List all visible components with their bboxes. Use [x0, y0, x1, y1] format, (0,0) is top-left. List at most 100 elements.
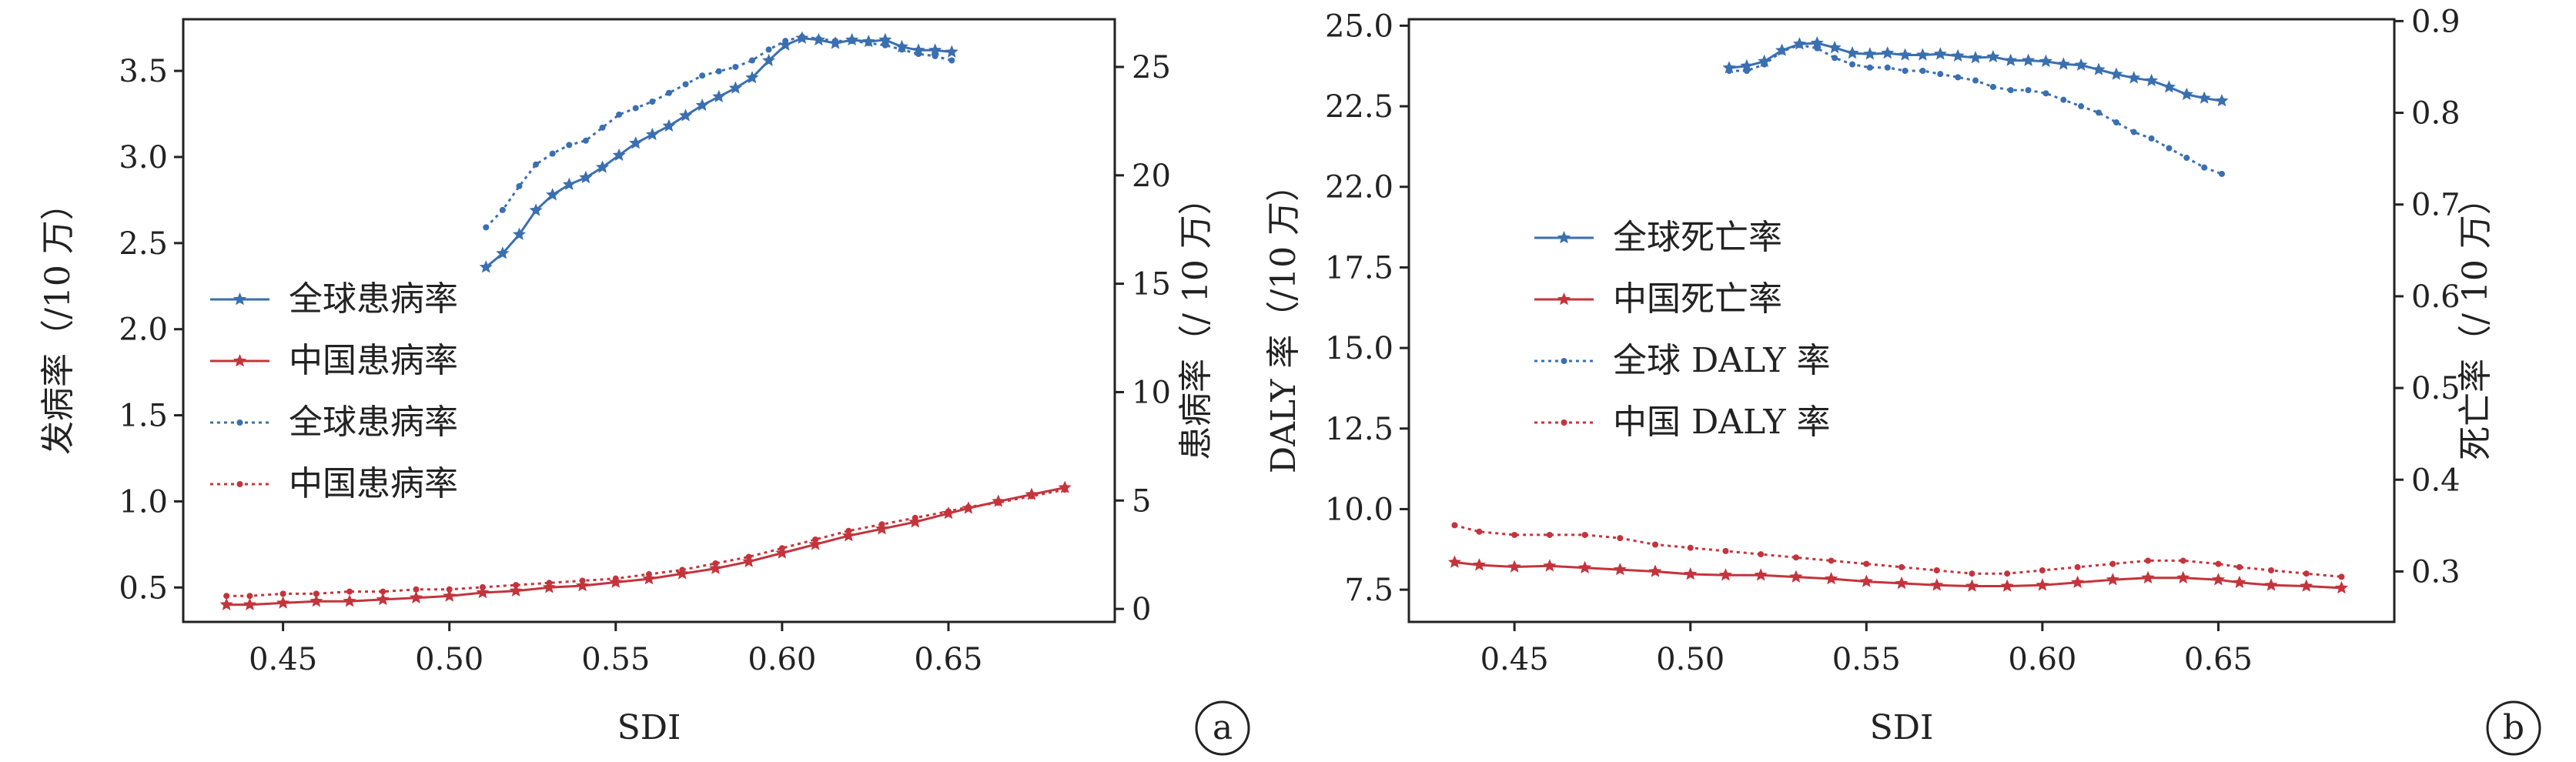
data-point [1899, 48, 1912, 61]
y-left-tick-label: 22.5 [1325, 89, 1393, 125]
series-b-0 [1722, 36, 2229, 107]
data-point [1507, 560, 1521, 573]
data-point [2334, 580, 2348, 594]
data-point [1989, 83, 1996, 90]
data-point [808, 537, 822, 550]
data-point [875, 522, 889, 535]
legend-label: 中国死亡率 [1613, 279, 1782, 319]
data-point [499, 206, 506, 213]
y-left-tick-label: 15.0 [1325, 331, 1393, 366]
data-point [2106, 573, 2119, 586]
data-point [1743, 67, 1750, 74]
data-point [380, 588, 386, 595]
y-left-tick-label: 3.5 [119, 54, 168, 89]
data-point [908, 515, 922, 528]
data-point [778, 38, 792, 51]
data-point [2036, 578, 2049, 591]
series-a-2 [483, 33, 955, 231]
data-point [2109, 67, 2123, 80]
data-point [2004, 570, 2011, 577]
data-point [2300, 579, 2313, 592]
y-right-tick-label: 10 [1132, 375, 1171, 410]
data-point [742, 554, 756, 567]
x-tick-label: 0.50 [415, 642, 483, 677]
y-right-tick-label: 15 [1132, 267, 1171, 302]
data-point [1578, 560, 1592, 573]
data-point [1722, 547, 1729, 554]
data-point [2197, 91, 2211, 104]
data-point [2303, 570, 2310, 577]
series-b-2 [1726, 42, 2225, 177]
data-point [865, 39, 872, 46]
legend-label: 中国患病率 [289, 464, 458, 503]
y-left-tick-label: 7.5 [1344, 573, 1393, 608]
data-point [2056, 57, 2070, 70]
data-point [1789, 570, 1803, 583]
y-left-tick-label: 2.0 [119, 312, 168, 348]
panel-label-circle [1195, 700, 1250, 756]
data-point [2078, 103, 2085, 110]
data-point [1933, 47, 1947, 60]
data-point [576, 579, 590, 592]
data-point [675, 566, 689, 580]
data-point [732, 63, 739, 70]
series-b-3 [1451, 522, 2345, 580]
data-point [1955, 74, 1962, 81]
y-right-tick-label: 0.5 [2411, 371, 2461, 406]
data-point [2180, 557, 2186, 564]
data-point [516, 182, 523, 189]
y-right-tick-label: 0.7 [2411, 188, 2461, 223]
data-point [582, 137, 589, 144]
data-point [649, 99, 656, 105]
data-point [1718, 568, 1732, 581]
x-tick-label: 0.65 [914, 642, 982, 677]
data-point [679, 109, 693, 122]
data-point [965, 503, 972, 510]
y-right-tick-label: 0.6 [2411, 279, 2461, 315]
data-point [882, 42, 888, 48]
data-point [2113, 119, 2119, 125]
data-point [476, 586, 490, 599]
data-point [1581, 531, 1588, 538]
data-point [219, 597, 233, 610]
data-point [2201, 164, 2208, 171]
data-point [712, 89, 726, 102]
data-point [848, 38, 855, 45]
data-point [2039, 567, 2046, 574]
data-point [2092, 62, 2106, 75]
legend-swatch-marker [233, 354, 247, 367]
data-point [1884, 64, 1891, 71]
data-point [912, 514, 918, 521]
data-point [1895, 576, 1909, 590]
data-point [1028, 493, 1035, 500]
legend-label: 中国患病率 [289, 341, 458, 380]
data-point [483, 224, 490, 231]
data-point [479, 583, 486, 590]
data-point [1613, 563, 1627, 576]
data-point [1687, 544, 1694, 551]
series-line [1454, 523, 2342, 578]
y-right-tick-label: 0.8 [2411, 96, 2461, 132]
data-point [1986, 49, 2000, 63]
data-point [1617, 535, 1624, 542]
data-point [413, 586, 420, 593]
data-point [2145, 73, 2159, 87]
data-point [1849, 61, 1855, 68]
plot-frame [182, 18, 1116, 623]
data-point [1965, 579, 1979, 592]
data-point [1969, 51, 1982, 64]
data-point [1881, 46, 1895, 59]
y-left-tick-label: 17.5 [1325, 250, 1393, 286]
data-point [2127, 71, 2141, 84]
data-point [2039, 54, 2052, 68]
y-left-tick-label: 2.5 [119, 226, 168, 262]
data-point [629, 136, 643, 149]
series-line [226, 486, 1066, 607]
data-point [313, 590, 319, 597]
data-point [546, 188, 560, 201]
x-tick-label: 0.65 [2184, 642, 2253, 677]
data-point [409, 590, 423, 603]
data-point [562, 177, 576, 190]
